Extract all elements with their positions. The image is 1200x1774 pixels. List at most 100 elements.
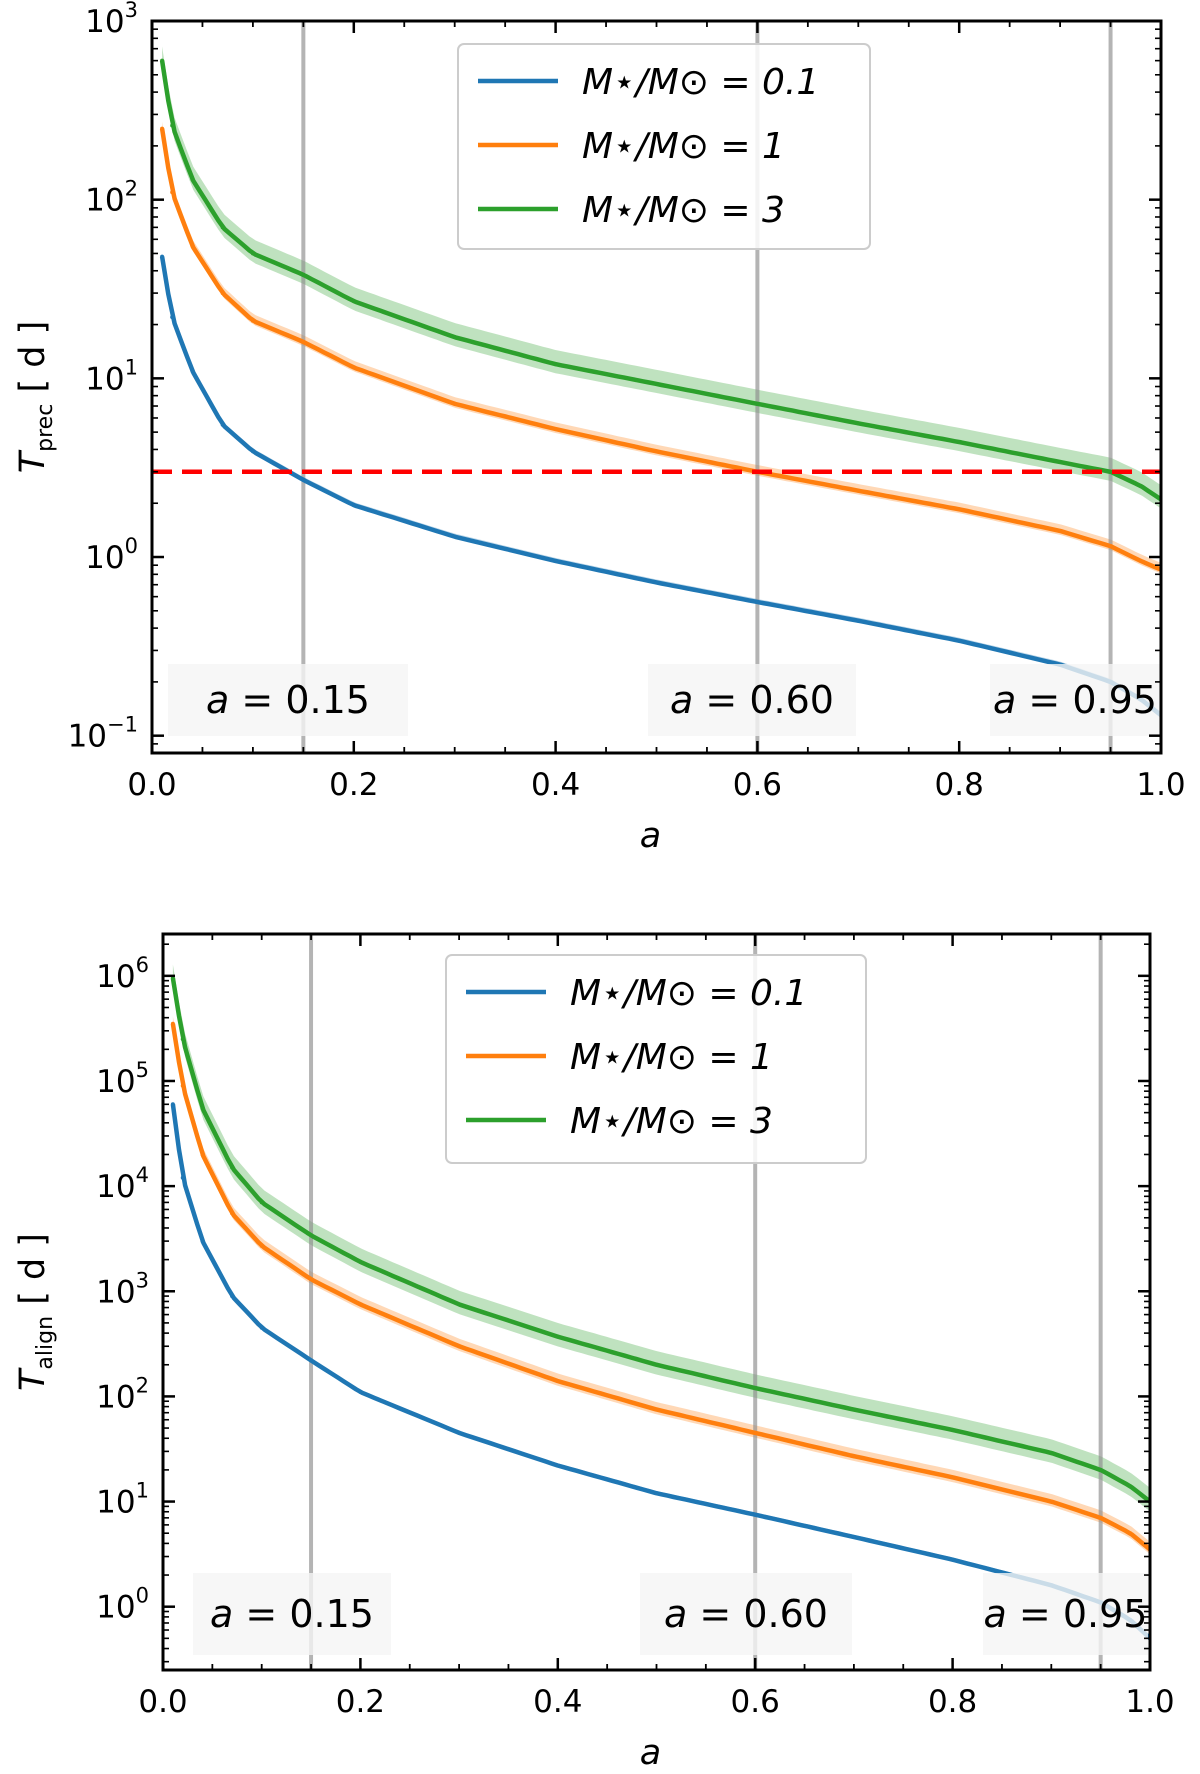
annotation-box: [640, 1573, 852, 1655]
data-point: [250, 449, 255, 454]
y-axis: 10−1 100 101 102 103: [68, 0, 1161, 755]
data-point: [856, 618, 861, 623]
data-point: [1098, 1515, 1103, 1520]
legend-label-1: M⋆/M⊙ = 1: [570, 1037, 773, 1078]
data-point: [351, 299, 356, 304]
data-point: [259, 1243, 264, 1248]
legend-label-2: M⋆/M⊙ = 3: [582, 190, 785, 231]
legend-label-0: M⋆/M⊙ = 0.1: [582, 62, 819, 103]
y-tick-label: 106: [96, 953, 149, 995]
data-point: [309, 1277, 314, 1282]
data-point: [755, 600, 760, 605]
data-point: [351, 365, 356, 370]
x-tick-label: 0.0: [138, 1684, 187, 1720]
series-points-2: [160, 58, 1161, 502]
data-point: [259, 1325, 264, 1330]
annotation-box: [168, 664, 408, 736]
data-point: [358, 1302, 363, 1307]
data-point: [190, 244, 195, 249]
data-point: [309, 1233, 314, 1238]
y-tick-label: 101: [96, 1479, 149, 1521]
annotation-box: [648, 664, 856, 736]
data-point: [220, 225, 225, 230]
data-point: [555, 1379, 560, 1384]
data-point: [950, 1427, 955, 1432]
series-line-1: [170, 1023, 1150, 1552]
annotation-box: [983, 1573, 1148, 1655]
x-tick-label: 0.2: [329, 767, 378, 803]
data-point: [180, 1175, 185, 1180]
data-point: [957, 507, 962, 512]
data-point: [230, 1211, 235, 1216]
legend-box: [445, 954, 867, 1164]
x-tick-label: 0.8: [935, 767, 984, 803]
data-point: [1058, 528, 1063, 533]
annotation-label: a = 0.15: [206, 678, 370, 722]
series-line-2: [159, 60, 1161, 502]
data-point: [351, 503, 356, 508]
data-point: [170, 315, 175, 320]
data-point: [553, 362, 558, 367]
data-point: [1108, 544, 1113, 549]
data-point: [851, 1454, 856, 1459]
y-tick-label: 101: [85, 355, 138, 397]
legend: M⋆/M⊙ = 0.1 M⋆/M⊙ = 1 M⋆/M⊙ = 3: [457, 43, 871, 250]
data-point: [555, 1463, 560, 1468]
data-point: [957, 638, 962, 643]
x-tick-label: 1.0: [1136, 767, 1185, 803]
y-tick-label: 102: [85, 177, 138, 219]
data-point: [309, 1358, 314, 1363]
series-line-2: [170, 977, 1150, 1504]
data-point: [190, 368, 195, 373]
x-tick-label: 0.4: [533, 1684, 582, 1720]
data-point: [654, 1491, 659, 1496]
data-point: [180, 1083, 185, 1088]
data-point: [856, 488, 861, 493]
data-point: [250, 251, 255, 256]
series-line-1: [159, 128, 1161, 572]
legend-label-2: M⋆/M⊙ = 3: [570, 1101, 773, 1142]
data-point: [1128, 1484, 1133, 1489]
data-point: [301, 272, 306, 277]
data-point: [753, 1386, 758, 1391]
data-point: [259, 1200, 264, 1205]
x-tick-label: 1.0: [1125, 1684, 1174, 1720]
data-point: [753, 1512, 758, 1517]
data-point: [1108, 469, 1113, 474]
data-point: [200, 1239, 205, 1244]
data-point: [553, 427, 558, 432]
data-point: [200, 1106, 205, 1111]
x-axis: 0.0 0.2 0.4 0.6 0.8 1.0: [127, 21, 1186, 803]
data-point: [457, 1344, 462, 1349]
annotation-label: a = 0.60: [664, 1592, 828, 1636]
y-axis-label: Talign [ d ]: [13, 1233, 58, 1391]
data-point: [1138, 483, 1143, 488]
x-tick-label: 0.2: [336, 1684, 385, 1720]
data-point: [230, 1165, 235, 1170]
data-point: [851, 1535, 856, 1540]
data-point: [856, 421, 861, 426]
chart-panel-bottom: a = 0.15 a = 0.60 a = 0.95 0.0 0.2 0.4 0.6 0.8 1…: [13, 932, 1175, 1773]
series-band-1: [162, 121, 1161, 574]
data-point: [170, 976, 175, 981]
data-point: [1058, 460, 1063, 465]
data-point: [1049, 1499, 1054, 1504]
data-point: [1098, 1467, 1103, 1472]
data-point: [301, 477, 306, 482]
x-tick-label: 0.0: [127, 767, 176, 803]
y-tick-label: 104: [96, 1163, 149, 1205]
data-point: [950, 1475, 955, 1480]
annotation-box: [990, 664, 1160, 736]
data-point: [301, 339, 306, 344]
x-axis: 0.0 0.2 0.4 0.6 0.8 1.0: [138, 934, 1175, 1720]
x-axis-label: a: [640, 1733, 661, 1773]
data-point: [755, 401, 760, 406]
x-tick-label: 0.4: [531, 767, 580, 803]
data-point: [950, 1557, 955, 1562]
annotation-box: [193, 1573, 391, 1655]
legend-label-0: M⋆/M⊙ = 0.1: [570, 973, 807, 1014]
annotation-label: a = 0.60: [670, 678, 834, 722]
data-point: [170, 123, 175, 128]
data-point: [1138, 558, 1143, 563]
